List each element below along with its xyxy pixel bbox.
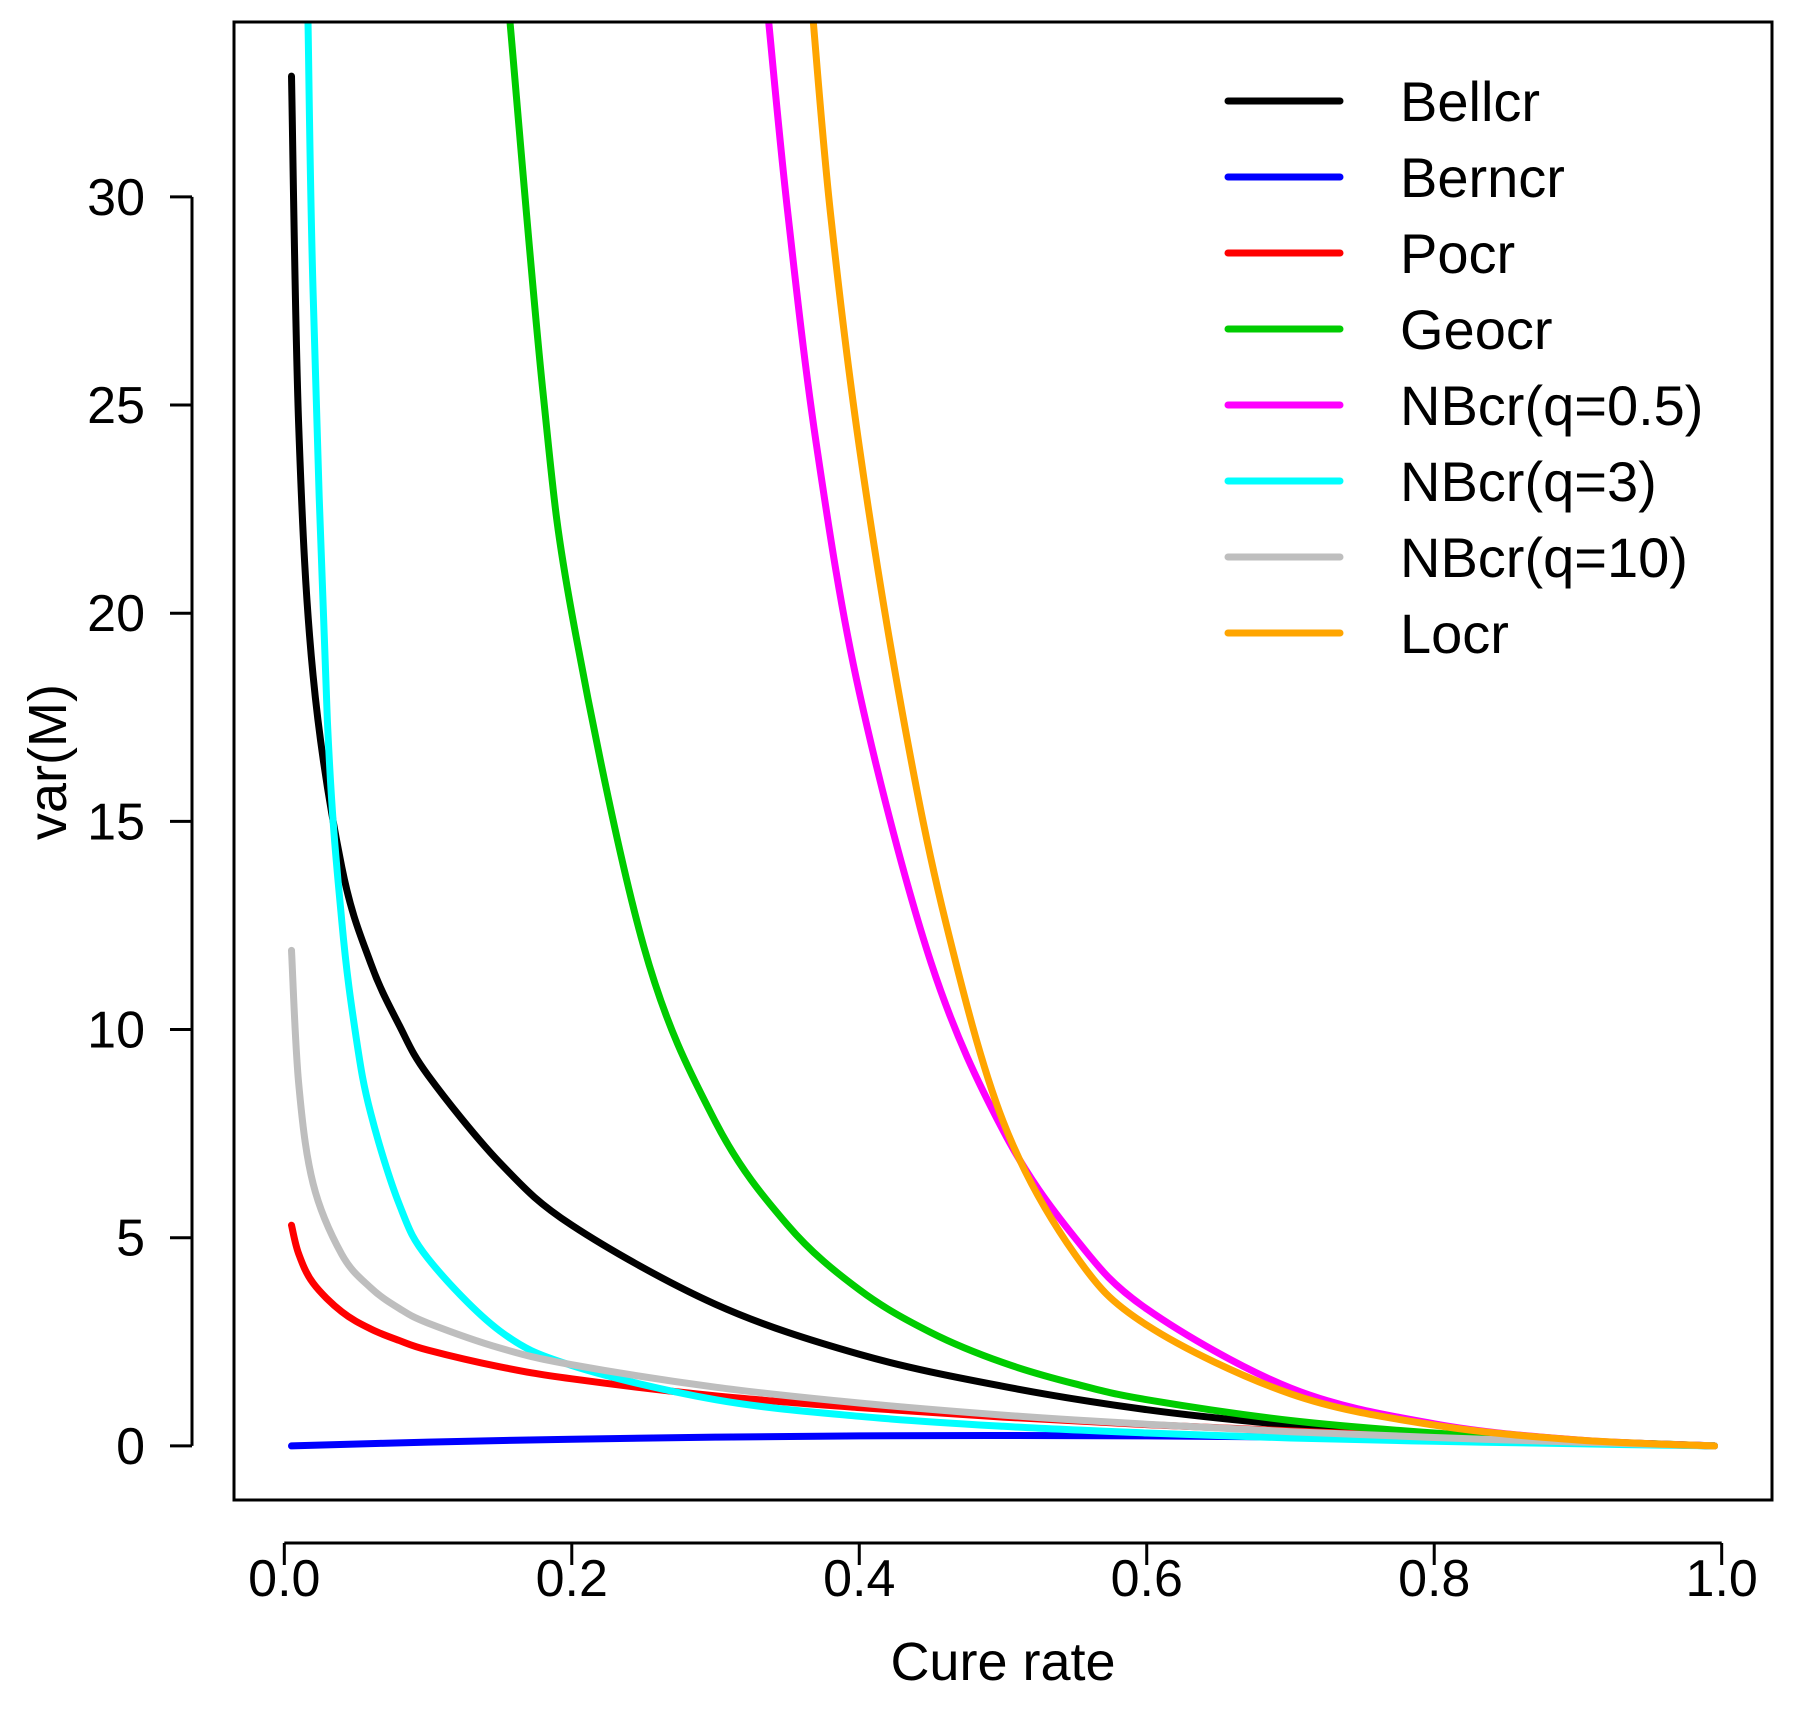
legend-label: NBcr(q=10) [1400, 526, 1688, 589]
x-tick-label: 0.2 [536, 1550, 608, 1608]
x-axis-title: Cure rate [890, 1632, 1115, 1692]
legend-label: Geocr [1400, 298, 1553, 361]
series-line-5 [304, 22, 1718, 1450]
legend-label: NBcr(q=3) [1400, 450, 1657, 513]
legend-label: Pocr [1400, 222, 1515, 285]
legend: Bellcr Berncr Pocr Geocr NBcr(q=0.5) NBcr(q=3… [1224, 70, 1703, 665]
y-tick-label: 20 [87, 585, 145, 643]
y-tick-label: 25 [87, 377, 145, 435]
legend-label: Bellcr [1400, 70, 1540, 133]
series-line-0 [288, 72, 1718, 1450]
series-layer [288, 22, 1718, 1450]
y-axis-title: var(M) [18, 684, 78, 840]
plot-frame [232, 20, 1774, 1502]
series-line-7 [809, 22, 1718, 1450]
y-tick-label: 10 [87, 1002, 145, 1060]
x-tick-label: 0.0 [248, 1550, 320, 1608]
legend-label: Berncr [1400, 146, 1565, 209]
legend-label: Locr [1400, 602, 1509, 665]
x-tick-label: 0.6 [1111, 1550, 1183, 1608]
x-tick-label: 0.4 [823, 1550, 895, 1608]
legend-label: NBcr(q=0.5) [1400, 374, 1703, 437]
y-tick-label: 5 [116, 1210, 145, 1268]
y-tick-label: 30 [87, 169, 145, 227]
series-line-3 [506, 22, 1718, 1450]
y-axis: 0 5 10 15 20 25 30 [87, 169, 194, 1476]
y-tick-label: 15 [87, 793, 145, 851]
x-tick-label: 1.0 [1686, 1550, 1758, 1608]
x-axis: 0.0 0.2 0.4 0.6 0.8 1.0 [248, 1541, 1758, 1608]
x-tick-label: 0.8 [1398, 1550, 1470, 1608]
y-tick-label: 0 [116, 1418, 145, 1476]
series-line-6 [288, 946, 1718, 1450]
